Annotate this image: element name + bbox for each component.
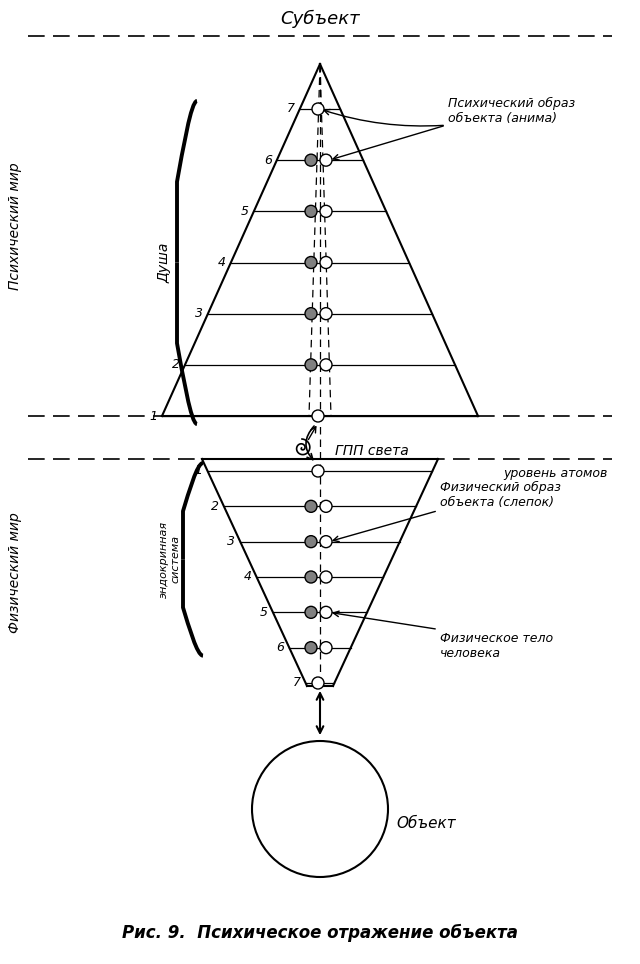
Text: 4: 4: [218, 256, 226, 269]
Text: уровень атомов: уровень атомов: [504, 467, 608, 480]
Circle shape: [305, 308, 317, 320]
Text: 2: 2: [172, 359, 180, 371]
Circle shape: [305, 154, 317, 166]
Text: 1: 1: [149, 410, 157, 422]
Text: 1: 1: [195, 465, 202, 477]
Circle shape: [305, 500, 317, 512]
Circle shape: [320, 308, 332, 320]
Circle shape: [305, 359, 317, 371]
Text: Физический мир: Физический мир: [8, 512, 22, 633]
Circle shape: [312, 103, 324, 115]
Text: 4: 4: [244, 571, 252, 583]
Text: Субъект: Субъект: [280, 10, 360, 28]
Circle shape: [320, 536, 332, 548]
Circle shape: [312, 677, 324, 689]
Text: Психический образ
объекта (анима): Психический образ объекта (анима): [448, 97, 575, 125]
Text: Физическое тело
человека: Физическое тело человека: [440, 632, 553, 660]
Text: 7: 7: [287, 102, 295, 116]
Circle shape: [305, 642, 317, 654]
Text: Рис. 9.  Психическое отражение объекта: Рис. 9. Психическое отражение объекта: [122, 924, 518, 942]
Text: 3: 3: [227, 535, 236, 549]
Circle shape: [320, 571, 332, 583]
Text: ГПП света: ГПП света: [335, 444, 409, 458]
Circle shape: [320, 500, 332, 512]
Text: 3: 3: [195, 308, 203, 320]
Text: 5: 5: [241, 204, 249, 218]
Text: эндокринная
система: эндокринная система: [159, 521, 181, 598]
Circle shape: [305, 571, 317, 583]
Circle shape: [320, 359, 332, 371]
Text: Физический образ
объекта (слепок): Физический образ объекта (слепок): [440, 481, 561, 509]
Circle shape: [320, 256, 332, 269]
Circle shape: [305, 536, 317, 548]
Text: 6: 6: [264, 153, 272, 167]
Circle shape: [312, 410, 324, 422]
Text: Психический мир: Психический мир: [8, 162, 22, 290]
Circle shape: [320, 642, 332, 654]
Text: 2: 2: [211, 499, 219, 513]
Text: Душа: Душа: [158, 242, 172, 282]
Text: 6: 6: [276, 641, 284, 655]
Text: 7: 7: [292, 677, 301, 689]
Circle shape: [305, 606, 317, 618]
Circle shape: [252, 741, 388, 877]
Circle shape: [305, 205, 317, 217]
Circle shape: [312, 465, 324, 477]
Circle shape: [320, 606, 332, 618]
Text: Объект: Объект: [396, 817, 456, 832]
Text: 5: 5: [260, 605, 268, 619]
Circle shape: [305, 256, 317, 269]
Circle shape: [320, 205, 332, 217]
Circle shape: [320, 154, 332, 166]
